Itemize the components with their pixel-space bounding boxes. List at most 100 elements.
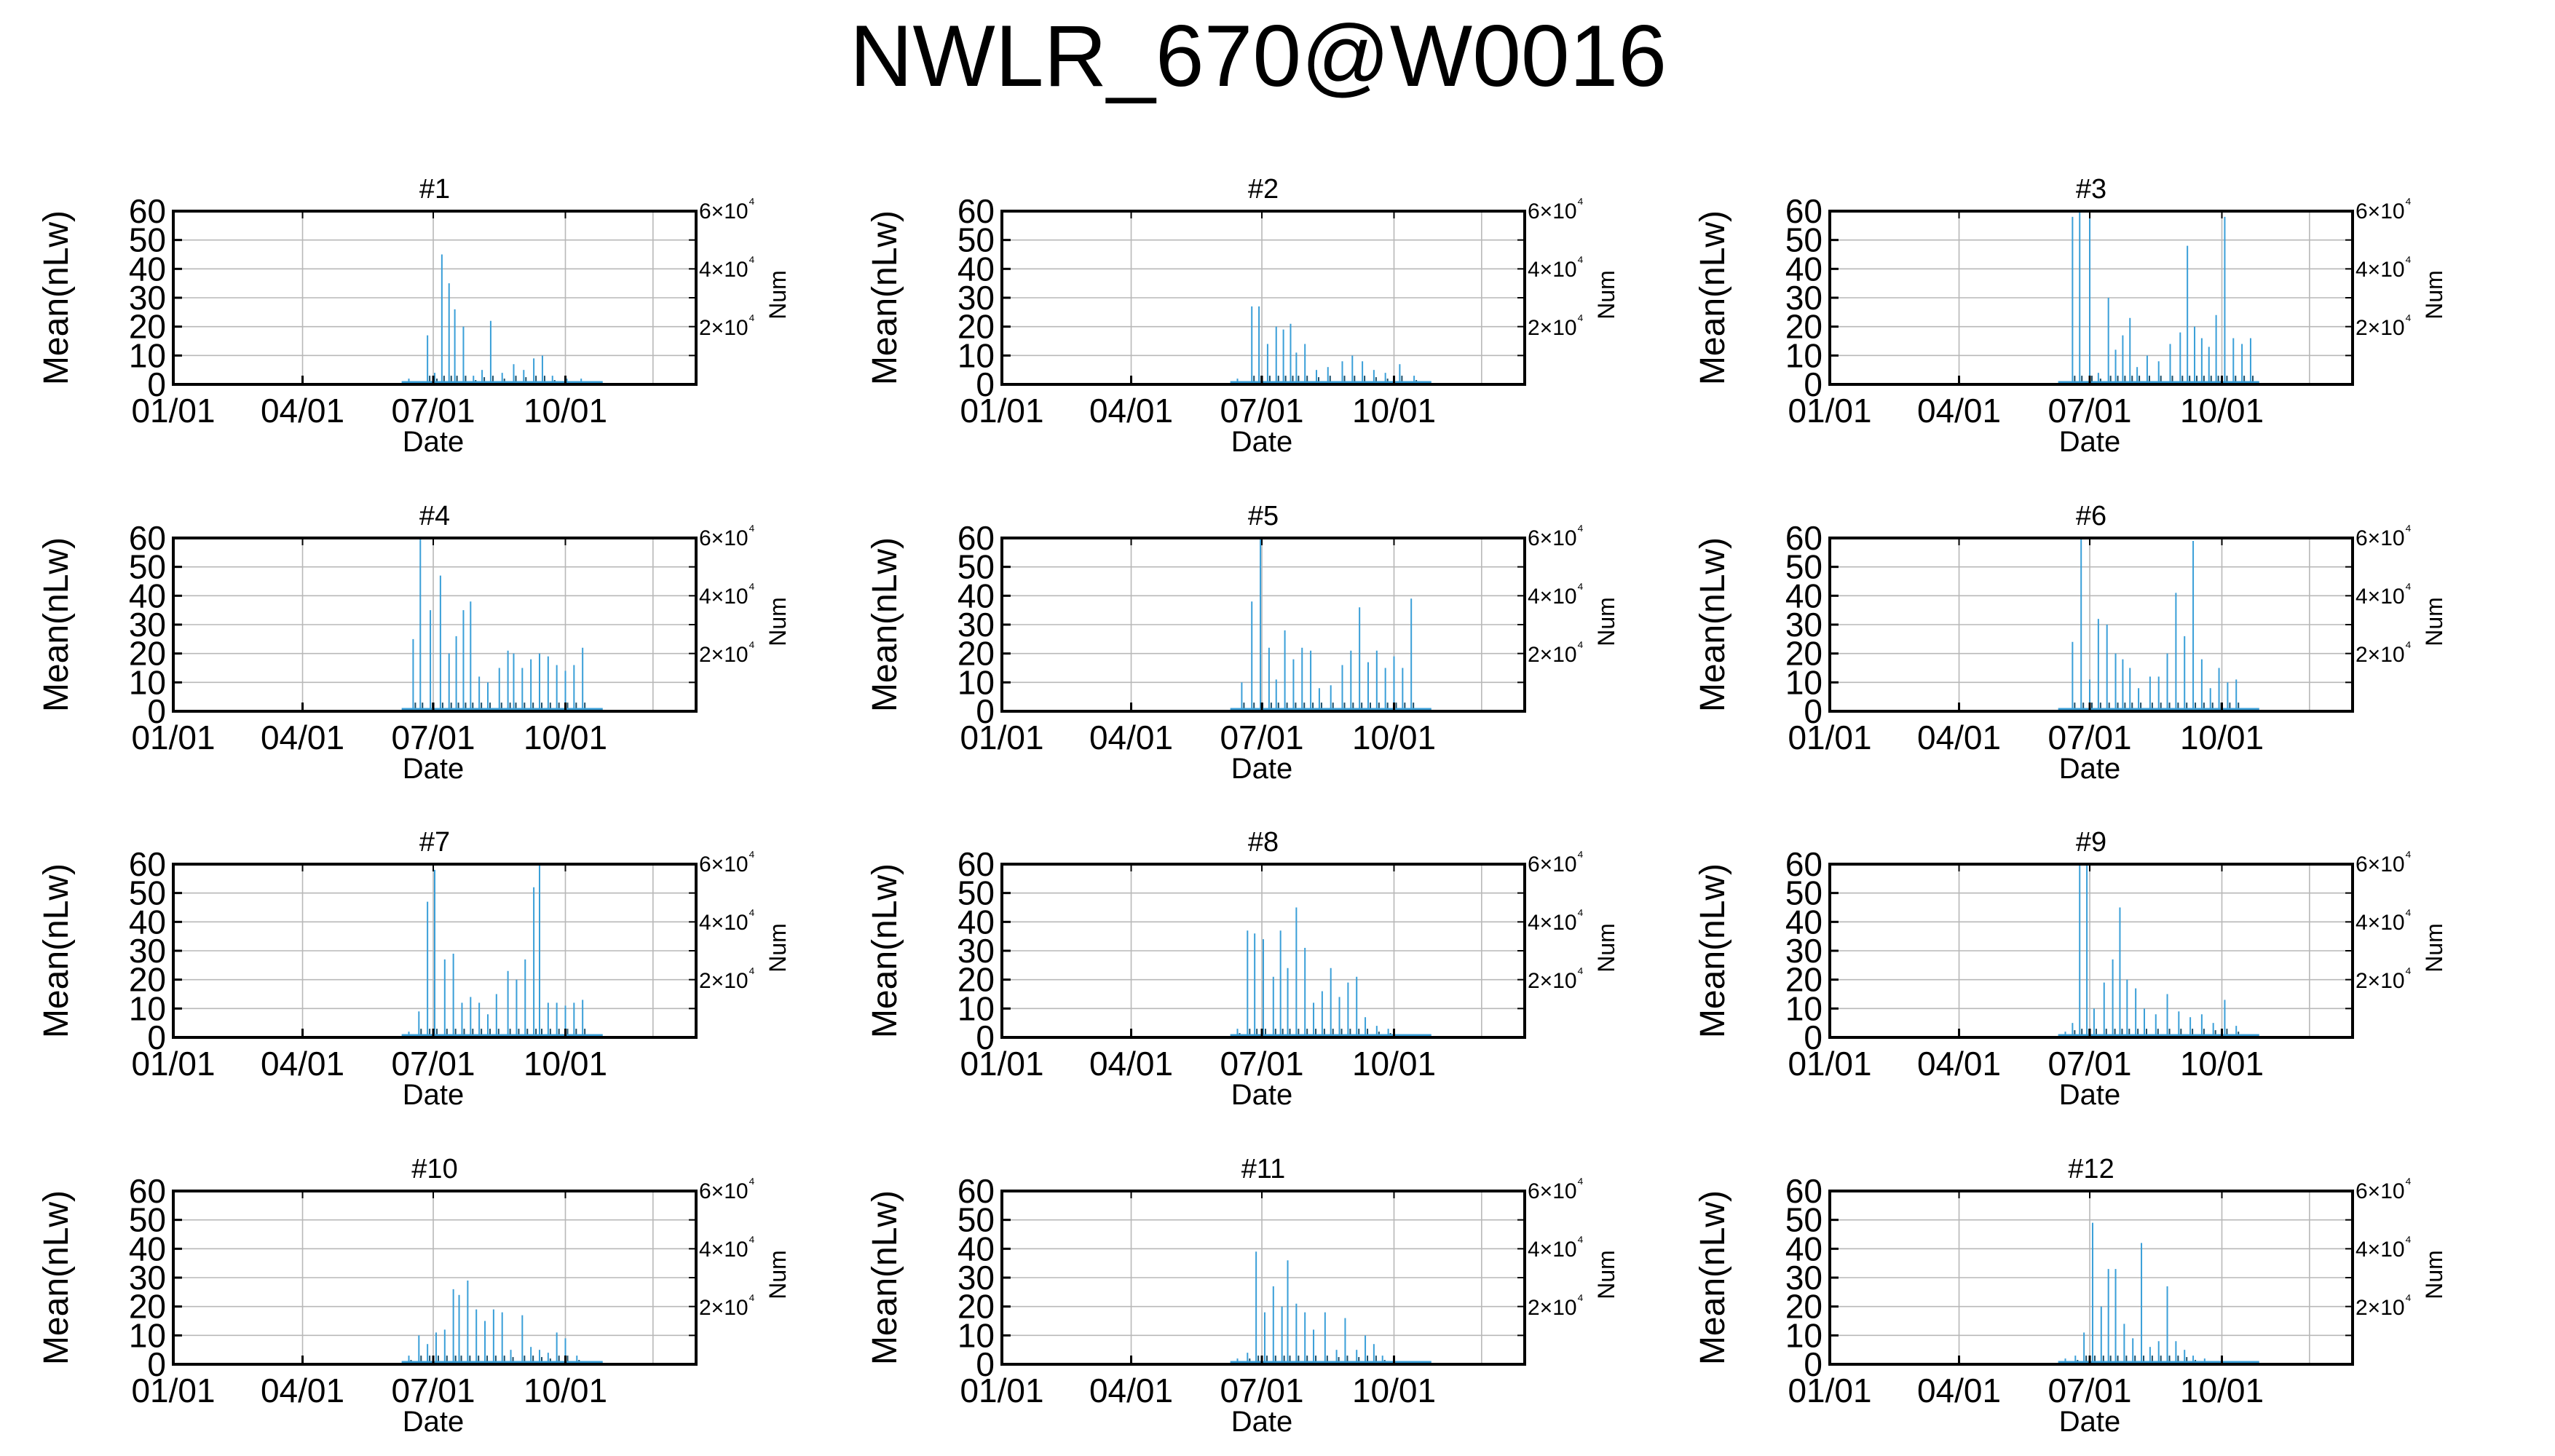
panel-title: #8 (1248, 827, 1279, 858)
right-axis-label: Num (765, 923, 791, 973)
x-tick-label: 10/01 (524, 392, 607, 430)
right-axis-label: Num (2421, 270, 2447, 320)
y-tick-label: 0 (147, 1018, 166, 1056)
right-tick-label: 2×10⁴ (2355, 311, 2412, 341)
x-tick-label: 07/01 (2047, 1372, 2131, 1409)
y-tick-label: 10 (129, 663, 166, 701)
y-tick-label: 60 (957, 519, 995, 557)
x-tick-label: 10/01 (524, 1045, 607, 1083)
y-tick-label: 10 (957, 989, 995, 1027)
x-axis-label: Date (2059, 1406, 2121, 1438)
y-tick-label: 0 (1804, 692, 1823, 730)
x-tick-label: 07/01 (391, 719, 475, 756)
y-axis-label: Mean(nLw) (1694, 1190, 1732, 1365)
y-tick-label: 30 (1785, 1259, 1823, 1297)
right-tick-label: 6×10⁴ (1528, 194, 1584, 224)
right-tick-label: 2×10⁴ (1528, 311, 1584, 341)
y-tick-label: 0 (1804, 1345, 1823, 1383)
y-tick-label: 20 (1785, 1288, 1823, 1326)
y-tick-label: 40 (129, 1230, 166, 1267)
y-tick-label: 40 (957, 250, 995, 288)
x-axis-label: Date (403, 1406, 465, 1438)
y-tick-label: 20 (1785, 961, 1823, 999)
x-tick-label: 01/01 (131, 392, 215, 430)
y-tick-label: 50 (1785, 221, 1823, 259)
right-tick-label: 4×10⁴ (1528, 253, 1584, 282)
right-tick-label: 6×10⁴ (699, 1174, 755, 1204)
y-tick-label: 20 (957, 635, 995, 673)
x-tick-label: 10/01 (1352, 1045, 1436, 1083)
right-tick-label: 2×10⁴ (1528, 1291, 1584, 1321)
right-tick-label: 4×10⁴ (2355, 253, 2412, 282)
right-axis-label: Num (2421, 1250, 2447, 1299)
x-tick-label: 04/01 (1089, 392, 1173, 430)
right-axis-label: Num (765, 597, 791, 646)
x-tick-label: 01/01 (1788, 392, 1871, 430)
y-axis-label: Mean(nLw) (866, 537, 904, 712)
x-axis-label: Date (1231, 1406, 1293, 1438)
x-tick-label: 07/01 (1220, 719, 1303, 756)
panel-title: #10 (411, 1154, 457, 1184)
y-tick-label: 50 (129, 1201, 166, 1239)
y-tick-label: 50 (1785, 548, 1823, 586)
right-tick-label: 2×10⁴ (2355, 964, 2412, 994)
x-tick-label: 10/01 (2180, 1372, 2264, 1409)
right-tick-label: 4×10⁴ (2355, 1233, 2412, 1262)
y-axis-label: Mean(nLw) (37, 1190, 76, 1365)
x-tick-label: 07/01 (1220, 1372, 1303, 1409)
right-axis-label: Num (1593, 1250, 1619, 1299)
panel-title: #4 (419, 501, 450, 531)
y-tick-label: 60 (1785, 1172, 1823, 1210)
right-tick-label: 2×10⁴ (699, 311, 755, 341)
y-tick-label: 20 (957, 308, 995, 346)
x-tick-label: 01/01 (960, 719, 1043, 756)
x-tick-label: 01/01 (1788, 1045, 1871, 1083)
y-tick-label: 50 (957, 548, 995, 586)
x-tick-label: 10/01 (1352, 719, 1436, 756)
x-tick-label: 04/01 (1917, 392, 2001, 430)
y-tick-label: 30 (129, 279, 166, 317)
y-tick-label: 20 (957, 961, 995, 999)
y-tick-label: 20 (129, 308, 166, 346)
y-tick-label: 30 (129, 606, 166, 644)
y-tick-label: 40 (129, 250, 166, 288)
right-tick-label: 6×10⁴ (1528, 521, 1584, 551)
y-tick-label: 60 (957, 1172, 995, 1210)
y-tick-label: 30 (129, 1259, 166, 1297)
right-tick-label: 2×10⁴ (2355, 1291, 2412, 1321)
y-tick-label: 30 (957, 1259, 995, 1297)
y-tick-label: 30 (957, 606, 995, 644)
y-tick-label: 60 (957, 845, 995, 883)
panel-title: #3 (2076, 174, 2106, 205)
right-tick-label: 4×10⁴ (1528, 1233, 1584, 1262)
panel-title: #12 (2068, 1154, 2114, 1184)
x-tick-label: 04/01 (1089, 719, 1173, 756)
x-tick-label: 01/01 (960, 1045, 1043, 1083)
right-axis-label: Num (765, 1250, 791, 1299)
x-axis-label: Date (2059, 753, 2121, 785)
x-axis-label: Date (1231, 1079, 1293, 1111)
x-tick-label: 07/01 (1220, 392, 1303, 430)
x-tick-label: 04/01 (1089, 1045, 1173, 1083)
y-tick-label: 0 (147, 692, 166, 730)
y-tick-label: 50 (1785, 874, 1823, 912)
right-tick-label: 4×10⁴ (2355, 579, 2412, 609)
y-axis-label: Mean(nLw) (37, 537, 76, 712)
y-tick-label: 0 (976, 692, 995, 730)
x-axis-label: Date (403, 753, 465, 785)
x-tick-label: 04/01 (261, 1045, 344, 1083)
x-tick-label: 10/01 (2180, 392, 2264, 430)
y-tick-label: 30 (1785, 932, 1823, 970)
y-tick-label: 30 (129, 932, 166, 970)
y-tick-label: 50 (957, 1201, 995, 1239)
panel-title: #2 (1248, 174, 1279, 205)
x-tick-label: 01/01 (131, 1372, 215, 1409)
y-tick-label: 60 (1785, 519, 1823, 557)
y-tick-label: 10 (1785, 989, 1823, 1027)
y-tick-label: 10 (1785, 663, 1823, 701)
y-tick-label: 20 (957, 1288, 995, 1326)
x-tick-label: 07/01 (2047, 392, 2131, 430)
